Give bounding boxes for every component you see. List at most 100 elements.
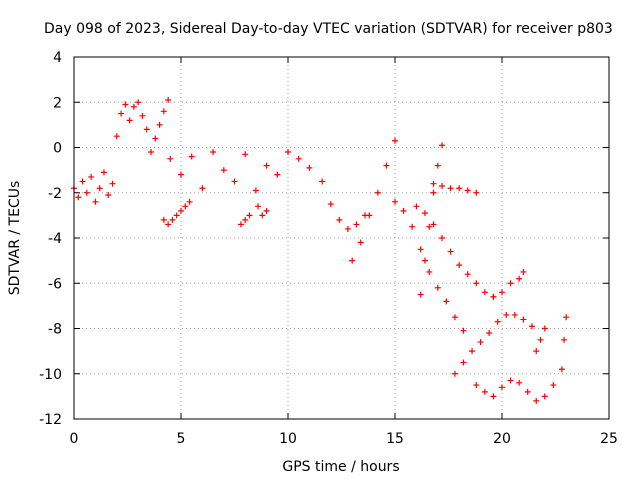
data-point [413,203,420,210]
data-point [426,268,433,275]
data-point [75,194,82,201]
data-point [255,203,262,210]
data-point [199,185,206,192]
data-point [541,325,548,332]
data-point [490,393,497,400]
series-branch-d [417,142,446,298]
data-point [516,275,523,282]
data-point [533,397,540,404]
data-point [456,185,463,192]
data-point [499,289,505,296]
data-point [430,221,437,228]
data-point [306,164,313,171]
data-point [417,291,424,298]
data-point [169,216,176,223]
data-point [558,366,565,373]
data-point [464,271,471,278]
data-point [507,377,514,384]
data-point [88,173,95,180]
data-point [165,221,172,228]
data-marks [71,96,570,404]
data-point [79,178,86,185]
data-point [481,388,488,395]
data-point [447,248,454,255]
data-point [516,379,523,386]
data-point [507,280,514,287]
series-branch-c [413,203,497,300]
data-point [481,289,488,296]
data-point [383,162,390,169]
data-point [178,171,184,178]
data-point [417,246,424,253]
data-point [130,103,137,110]
data-point [319,178,326,185]
data-point [139,112,146,119]
data-point [473,280,480,287]
data-point [259,212,266,219]
series-dip-4h [160,198,193,228]
x-tick-label: 15 [386,431,404,447]
data-point [105,192,112,199]
data-point [100,169,107,176]
data-point [434,284,441,291]
data-point [156,121,163,128]
data-point [374,189,381,196]
data-point [344,225,351,232]
data-point [96,185,103,192]
y-tick-label: -2 [48,186,62,202]
data-point [430,189,437,196]
y-tick-label: -12 [39,412,62,428]
data-point [426,223,433,230]
series-mid-low [237,203,270,228]
data-point [274,171,281,178]
x-tick-label: 5 [177,431,186,447]
data-point [118,110,125,117]
data-point [490,293,497,300]
data-point [460,327,467,334]
data-point [237,221,244,228]
data-point [533,348,540,355]
grid [74,57,609,419]
data-point [511,311,518,318]
data-point [152,135,159,142]
data-point [231,178,238,185]
data-point [451,370,458,377]
data-point [561,336,568,343]
data-point [242,151,249,158]
data-point [252,187,259,194]
data-point [439,235,446,241]
data-point [430,180,437,187]
y-tick-label: -4 [48,231,62,247]
data-point [456,262,463,269]
data-point [83,189,90,196]
data-point [563,314,570,321]
series-low-arc [451,311,535,377]
plot-frame [73,56,610,420]
data-point [263,207,270,214]
data-point [353,221,360,228]
series-late [533,314,570,373]
data-point [528,323,535,330]
data-point [421,257,428,264]
data-point [469,348,476,355]
data-point [160,108,167,115]
data-point [473,382,480,389]
x-tick-label: 0 [70,431,79,447]
data-point [242,216,249,223]
data-point [443,298,450,305]
data-point [503,311,510,318]
series-early [71,169,116,205]
y-tick-label: 0 [53,141,62,157]
data-point [357,239,364,246]
series-peak [113,96,172,156]
series-tail-c [490,268,527,300]
data-point [392,198,398,205]
data-point [263,162,270,169]
data-point [550,382,557,389]
series-deep [473,377,557,404]
data-point [520,316,527,323]
data-point [439,182,446,189]
y-tick-label: -6 [48,276,62,292]
data-point [126,117,133,124]
